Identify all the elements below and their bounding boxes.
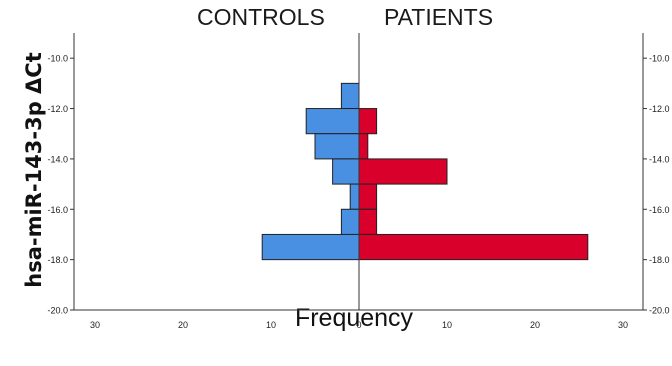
controls-bar <box>314 133 360 160</box>
y-tick-label-right: -18.0 <box>649 255 670 265</box>
patients-bar <box>358 108 378 135</box>
x-tick-label: 20 <box>178 320 188 330</box>
x-tick-label: 20 <box>530 320 540 330</box>
x-tick-label: 30 <box>90 320 100 330</box>
x-tick-label: 10 <box>266 320 276 330</box>
y-tick-label-right: -20.0 <box>649 306 670 316</box>
patients-bar <box>358 133 369 160</box>
y-tick-label-left: -16.0 <box>47 205 68 215</box>
y-tick-label-right: -10.0 <box>649 54 670 64</box>
controls-bar <box>349 183 360 210</box>
patients-bar <box>358 208 378 235</box>
y-tick-label-right: -16.0 <box>649 205 670 215</box>
x-tick-label: 10 <box>442 320 452 330</box>
controls-title: CONTROLS <box>197 4 325 30</box>
y-tick-label-left: -10.0 <box>47 54 68 64</box>
controls-bar <box>332 158 360 185</box>
patients-bar <box>358 233 589 261</box>
y-tick-label-left: -18.0 <box>47 255 68 265</box>
x-axis-label: Frequency <box>294 304 414 332</box>
y-tick-label-left: -20.0 <box>47 306 68 316</box>
controls-bar <box>305 108 360 135</box>
controls-bar <box>261 233 360 261</box>
y-tick-label-left: -12.0 <box>47 104 68 114</box>
controls-bar <box>340 208 360 235</box>
y-tick-label-right: -14.0 <box>649 154 670 164</box>
x-tick-label: 0 <box>356 320 361 330</box>
y-tick-label-right: -12.0 <box>649 104 670 114</box>
patients-title: PATIENTS <box>384 4 494 30</box>
patients-bar <box>358 158 448 185</box>
controls-bar <box>340 82 360 110</box>
y-tick-label-left: -14.0 <box>47 154 68 164</box>
patients-bar <box>358 183 378 210</box>
x-tick-label: 30 <box>618 320 628 330</box>
